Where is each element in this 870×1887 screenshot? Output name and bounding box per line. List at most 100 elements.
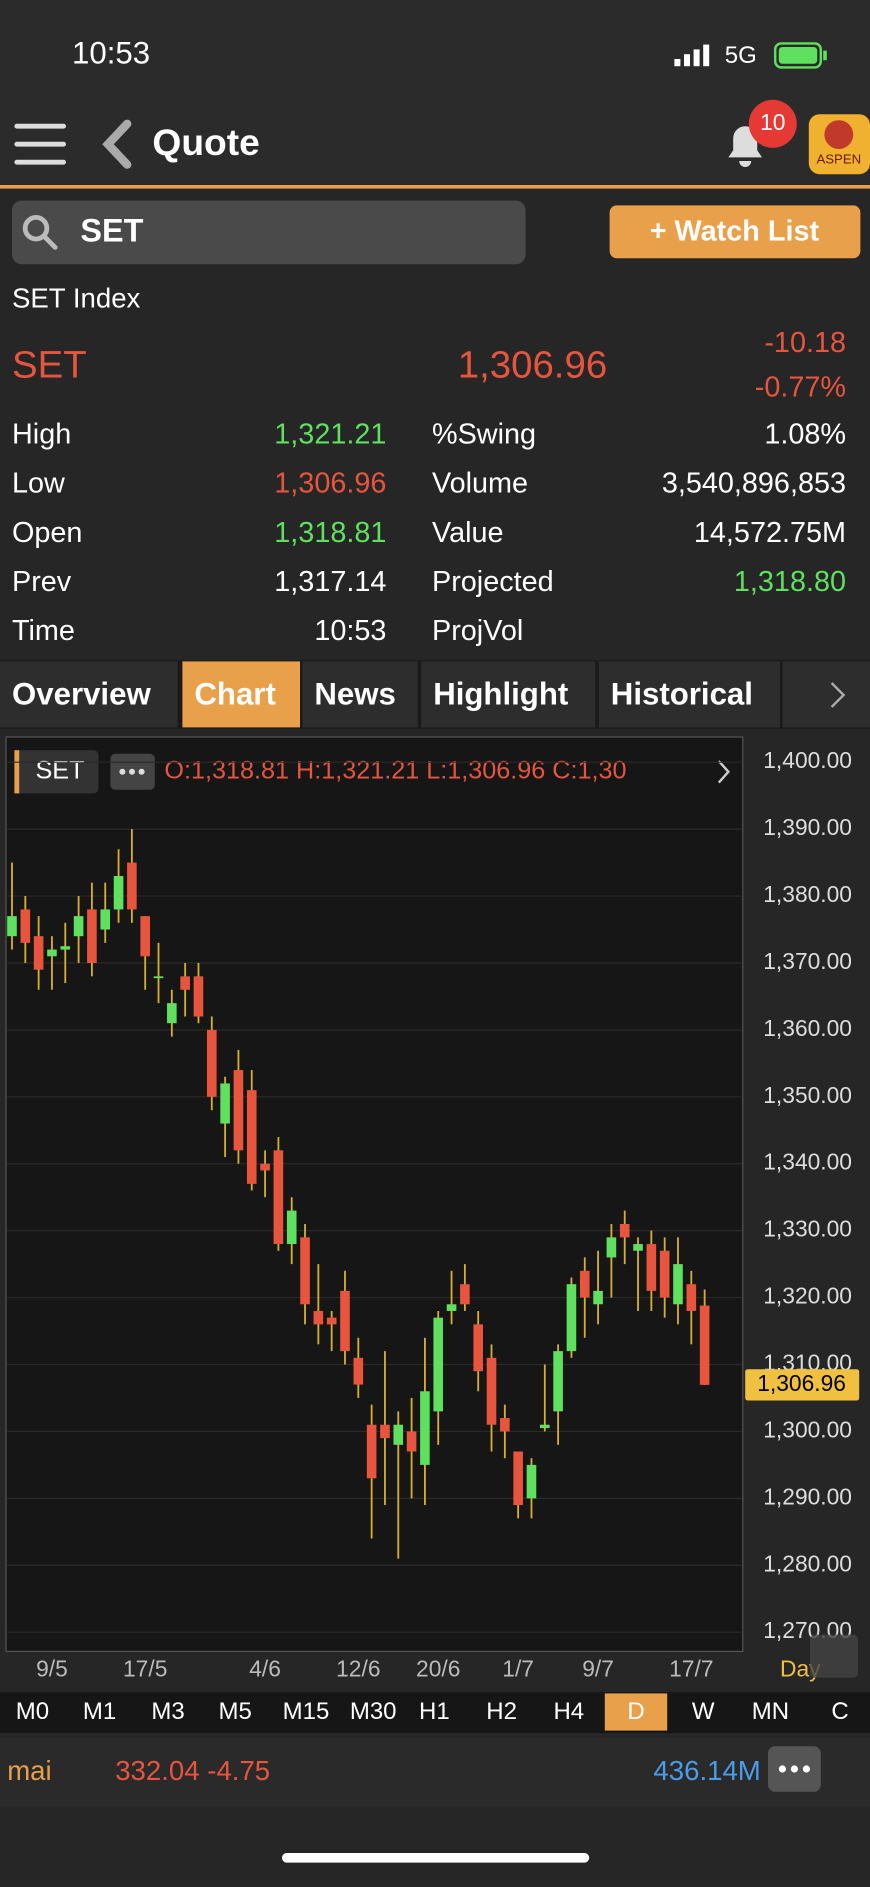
tab[interactable] (598, 661, 780, 728)
tab-label: News (314, 676, 395, 711)
candle-body (486, 1357, 497, 1425)
battery (774, 42, 827, 69)
ohlc-text: O:1,318.81 H:1,321.21 L:1,306.96 C:1,30 (164, 756, 626, 784)
y-tick-label: 1,360.00 (763, 1015, 852, 1041)
search-query: SET (80, 213, 143, 249)
candle-body (140, 916, 150, 957)
back-button[interactable] (102, 119, 132, 169)
candle-body (233, 1070, 244, 1151)
watch-list-label: + Watch List (650, 216, 820, 248)
search-icon (22, 214, 50, 242)
timeframe[interactable]: M1 (83, 1698, 116, 1725)
timeframe[interactable]: M3 (151, 1698, 184, 1725)
last-price: 1,306.96 (458, 344, 607, 387)
x-tick-label: 1/7 (502, 1656, 534, 1682)
candle-body (7, 916, 17, 937)
candle-body (260, 1163, 270, 1171)
stat-value: 1,318.80 (734, 566, 846, 598)
badge (748, 99, 797, 148)
candle-body (606, 1237, 617, 1258)
tab[interactable] (0, 661, 178, 728)
stat-label: %Swing (432, 418, 536, 450)
legend-box (14, 750, 99, 794)
market-menu-dots (778, 1765, 810, 1773)
stat-value: 1,317.14 (274, 566, 386, 598)
network: 5G (725, 42, 757, 69)
tab[interactable] (182, 661, 300, 728)
ohlc-arrow[interactable] (717, 760, 731, 784)
x-tick-label: 17/7 (669, 1656, 713, 1682)
candle-body (353, 1357, 364, 1385)
last-price-box (745, 1369, 860, 1401)
y-tick-label: 1,280.00 (763, 1550, 852, 1576)
stat-label: Time (12, 615, 75, 647)
tab[interactable] (421, 661, 596, 728)
fullscreen-button[interactable] (810, 1634, 858, 1678)
tab-label: Chart (194, 676, 275, 711)
search-icon-handle (42, 234, 58, 250)
candle-body (393, 1424, 404, 1445)
candle-body (646, 1244, 657, 1291)
timeframe[interactable]: H1 (419, 1698, 450, 1725)
timeframe[interactable]: M30 (350, 1698, 397, 1725)
candle-body (206, 1029, 217, 1097)
logo-mark (824, 120, 854, 149)
candle-body (579, 1270, 590, 1298)
candle-body (500, 1418, 510, 1432)
clock: 10:53 (72, 36, 150, 71)
candle-body (420, 1391, 430, 1465)
y-tick-label: 1,350.00 (763, 1082, 852, 1108)
candle-body (73, 916, 84, 937)
stat-value: 10:53 (314, 615, 386, 647)
timeframe[interactable]: MN (752, 1698, 789, 1725)
market-name: mai (7, 1755, 51, 1786)
x-tick-label: 20/6 (416, 1656, 460, 1682)
timeframe[interactable]: C (831, 1698, 848, 1725)
timeframe[interactable]: H4 (553, 1698, 584, 1725)
candle-body (313, 1310, 324, 1325)
candle-body (446, 1304, 457, 1311)
candle-body (127, 862, 137, 910)
candle-body (47, 949, 57, 957)
tab-scroll[interactable] (782, 661, 870, 728)
index-name: SET Index (12, 282, 141, 313)
watch-list-button[interactable] (609, 205, 861, 259)
timeframe[interactable]: D (627, 1698, 644, 1725)
last-price-label: 1,306.96 (757, 1370, 846, 1396)
tab[interactable] (302, 661, 418, 728)
y-tick-label: 1,320.00 (763, 1283, 852, 1309)
stat-value: 1,318.81 (274, 517, 386, 549)
candle-body (153, 976, 164, 979)
candle-body (566, 1284, 577, 1352)
x-tick-label: 4/6 (249, 1656, 281, 1682)
y-tick-label: 1,400.00 (763, 747, 852, 773)
candle-body (167, 1003, 177, 1024)
timeframe[interactable]: M15 (283, 1698, 330, 1725)
candle-body (633, 1244, 643, 1251)
stat-value: 1,306.96 (274, 468, 386, 500)
x-tick-label: 9/5 (36, 1656, 68, 1682)
candle-body (406, 1431, 417, 1452)
search-box[interactable] (12, 200, 526, 265)
y-tick-label: 1,390.00 (763, 814, 852, 840)
stat-value: 1,321.21 (274, 418, 386, 450)
candle-body (20, 909, 31, 943)
chart-frame (5, 736, 744, 1652)
timeframe[interactable]: M5 (219, 1698, 252, 1725)
candle-body (673, 1264, 683, 1305)
timeframe[interactable]: W (692, 1698, 715, 1725)
accent-line (0, 185, 870, 189)
stat-value: 1.08% (764, 418, 846, 450)
candle-body (513, 1451, 523, 1506)
legend-accent (14, 750, 20, 794)
market-quote: 332.04 -4.75 (115, 1755, 270, 1786)
timeframe[interactable]: M0 (16, 1698, 49, 1725)
signal (674, 44, 710, 67)
tab-label: Highlight (433, 676, 568, 711)
timeframe[interactable]: H2 (486, 1698, 517, 1725)
stat-label: Value (432, 517, 504, 549)
logo-text: ASPEN (816, 151, 861, 166)
menu-button[interactable] (14, 123, 66, 165)
candle-body (380, 1424, 390, 1439)
y-tick-label: 1,300.00 (763, 1416, 852, 1442)
